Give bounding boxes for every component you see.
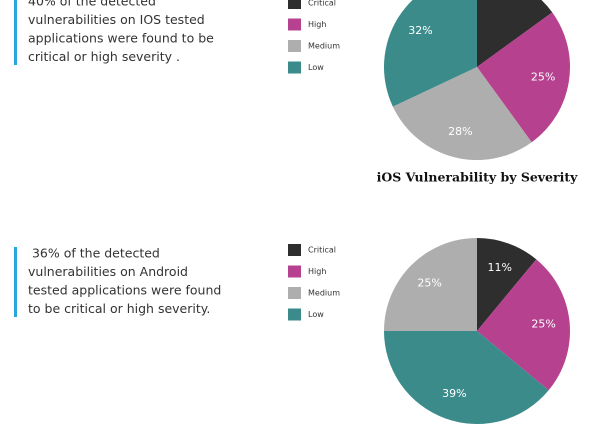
legend-label: Medium [308,289,340,298]
legend-swatch [288,308,301,321]
note-text: 40% of the detected [28,0,156,9]
legend-swatch [288,40,301,52]
slice-label: 28% [448,125,472,138]
chart-title: iOS Vulnerability by Severity [377,170,579,185]
pie-slice [384,0,477,107]
pie-slice [384,331,549,424]
pie-slice [477,0,553,67]
legend-label: High [308,267,326,276]
note-text: to be critical or high severity. [28,301,210,316]
note-text: 36% of the detected [28,246,160,261]
slice-label: 25% [531,70,555,83]
legend-label: High [308,20,326,29]
legend-label: Medium [308,42,340,51]
slice-label: 25% [417,277,441,290]
legend-swatch [288,287,301,299]
legend-swatch [288,18,301,31]
pie-slice [477,12,570,143]
note-text: applications were found to be [28,31,214,46]
pie-slice [477,259,570,391]
legend-label: Low [308,310,324,319]
legend-swatch [288,0,301,9]
legend-swatch [288,265,301,278]
slice-label: 11% [487,261,511,274]
slice-label: 39% [442,387,466,400]
pie-slice [477,238,537,331]
legend-swatch [288,61,301,74]
pie-slice [384,238,477,331]
legend-label: Critical [308,0,336,8]
note-bar [14,247,17,317]
legend-label: Low [308,63,324,72]
note-text: tested applications were found [28,283,221,298]
legend-label: Critical [308,246,336,255]
note-text: vulnerabilities on Android [28,264,188,279]
slice-label: 32% [408,24,432,37]
note-bar [14,0,17,65]
legend-swatch [288,244,301,256]
note-text: vulnerabilities on IOS tested [28,12,205,27]
pie-slice [392,67,532,161]
note-text: critical or high severity . [28,49,180,64]
slice-label: 25% [531,318,555,331]
